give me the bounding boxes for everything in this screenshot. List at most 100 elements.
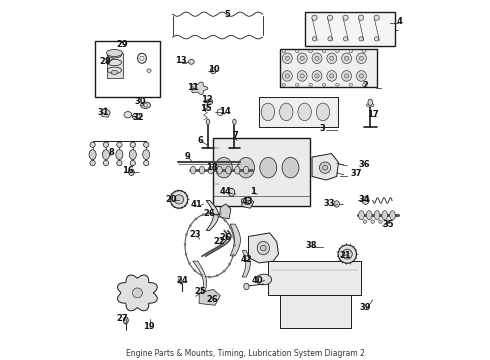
Ellipse shape [90,161,95,166]
Ellipse shape [216,275,218,276]
Ellipse shape [223,270,225,272]
Ellipse shape [123,317,128,324]
Text: 21: 21 [340,251,351,260]
Ellipse shape [117,161,122,166]
Ellipse shape [334,201,340,207]
Text: 31: 31 [98,108,109,117]
Polygon shape [199,289,221,305]
Ellipse shape [229,227,231,229]
Text: 6: 6 [198,136,204,145]
Text: 15: 15 [199,104,211,113]
Polygon shape [242,251,250,277]
Ellipse shape [144,142,149,147]
Ellipse shape [257,242,270,255]
Ellipse shape [235,166,240,174]
Ellipse shape [107,67,122,73]
Ellipse shape [244,166,249,174]
Text: 23: 23 [189,230,201,239]
Ellipse shape [210,212,212,215]
Text: 1: 1 [250,187,256,196]
Ellipse shape [130,142,135,147]
Ellipse shape [315,74,319,78]
Ellipse shape [319,162,331,173]
Ellipse shape [103,142,109,147]
Ellipse shape [188,262,191,265]
Ellipse shape [282,50,286,53]
Ellipse shape [327,53,337,64]
Ellipse shape [322,83,326,86]
Ellipse shape [147,69,151,72]
Ellipse shape [382,211,388,220]
Ellipse shape [201,274,203,276]
Ellipse shape [174,195,184,204]
Ellipse shape [343,15,348,21]
Ellipse shape [379,220,382,224]
Ellipse shape [107,59,122,66]
Text: 7: 7 [232,131,238,140]
Ellipse shape [315,56,319,60]
Ellipse shape [261,245,266,251]
Text: 9: 9 [185,152,191,161]
Ellipse shape [129,150,136,159]
Ellipse shape [298,103,311,121]
Ellipse shape [313,37,317,41]
Ellipse shape [282,53,292,64]
Ellipse shape [327,71,337,81]
Ellipse shape [124,112,132,118]
Text: 32: 32 [133,113,144,122]
Ellipse shape [233,119,236,125]
Ellipse shape [199,166,205,174]
Ellipse shape [359,37,363,41]
Ellipse shape [357,71,367,81]
Ellipse shape [245,201,249,205]
Ellipse shape [358,15,364,21]
Text: 34: 34 [358,195,370,204]
Ellipse shape [208,276,210,278]
Text: 39: 39 [359,303,371,312]
Ellipse shape [189,59,194,64]
Ellipse shape [226,166,231,174]
Ellipse shape [327,15,333,21]
Ellipse shape [322,165,327,170]
Ellipse shape [280,103,293,121]
Ellipse shape [363,83,366,86]
Text: 24: 24 [176,276,188,285]
Ellipse shape [357,53,367,64]
Ellipse shape [282,83,286,86]
Ellipse shape [282,157,299,178]
Ellipse shape [228,263,231,265]
Ellipse shape [390,211,395,220]
Ellipse shape [349,83,353,86]
Text: 37: 37 [350,169,362,178]
Ellipse shape [102,150,110,159]
Ellipse shape [297,53,307,64]
Text: 17: 17 [367,110,379,119]
Ellipse shape [191,166,196,174]
Ellipse shape [111,70,118,75]
Ellipse shape [184,243,186,246]
Text: 28: 28 [100,57,111,66]
Ellipse shape [344,74,349,78]
Text: 8: 8 [109,148,115,157]
Polygon shape [206,201,219,230]
Text: Engine Parts & Mounts, Timing, Lubrication System Diagram 2: Engine Parts & Mounts, Timing, Lubricati… [125,349,365,358]
Text: 3: 3 [319,124,325,133]
Ellipse shape [244,283,249,290]
Polygon shape [118,275,157,311]
Ellipse shape [208,100,211,103]
Ellipse shape [282,71,292,81]
Ellipse shape [342,53,351,64]
Ellipse shape [233,244,236,246]
Ellipse shape [232,236,235,238]
Ellipse shape [367,103,374,107]
Ellipse shape [309,50,313,53]
Text: 12: 12 [201,95,213,104]
Text: 10: 10 [208,65,220,74]
Ellipse shape [204,105,209,108]
Ellipse shape [295,83,299,86]
Text: 26: 26 [220,233,231,242]
Ellipse shape [170,190,188,208]
Ellipse shape [194,270,196,272]
Ellipse shape [316,103,330,121]
Bar [107,53,122,78]
